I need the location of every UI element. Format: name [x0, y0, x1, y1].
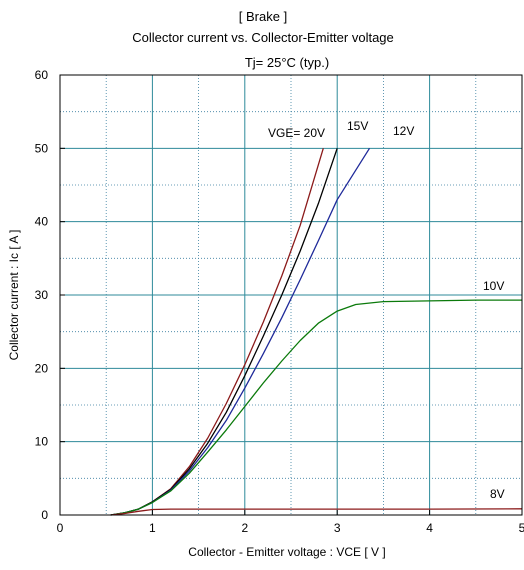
series-label: 10V: [483, 279, 504, 293]
series-label: 12V: [393, 124, 414, 138]
series-line: [110, 508, 523, 516]
y-tick-label: 0: [41, 508, 48, 522]
chart-title-line-2: Collector current vs. Collector-Emitter …: [132, 30, 394, 45]
grid: [59, 74, 523, 516]
series-label: 15V: [347, 119, 368, 133]
y-tick-label: 20: [35, 361, 49, 375]
chart-title-line-1: [ Brake ]: [239, 9, 287, 24]
y-axis-label: Collector current : Ic [ A ]: [7, 230, 21, 361]
series-label: VGE= 20V: [268, 126, 325, 140]
y-tick-label: 40: [35, 215, 49, 229]
y-tick-label: 60: [35, 68, 49, 82]
y-tick-label: 50: [35, 141, 49, 155]
series-layer: [110, 147, 523, 516]
series-line: [110, 299, 522, 516]
y-tick-label: 30: [35, 288, 49, 302]
x-axis-label: Collector - Emitter voltage : VCE [ V ]: [188, 545, 385, 559]
series-labels: VGE= 20V 15V 12V 10V 8V: [268, 119, 505, 501]
x-tick-label: 4: [426, 521, 433, 535]
series-label: 8V: [490, 487, 505, 501]
chart-condition-label: Tj= 25°C (typ.): [245, 55, 329, 70]
y-tick-label: 10: [35, 435, 49, 449]
x-tick-label: 5: [519, 521, 524, 535]
x-tick-label: 1: [149, 521, 156, 535]
x-tick-label: 2: [241, 521, 248, 535]
x-tick-label: 0: [57, 521, 64, 535]
x-tick-label: 3: [334, 521, 341, 535]
